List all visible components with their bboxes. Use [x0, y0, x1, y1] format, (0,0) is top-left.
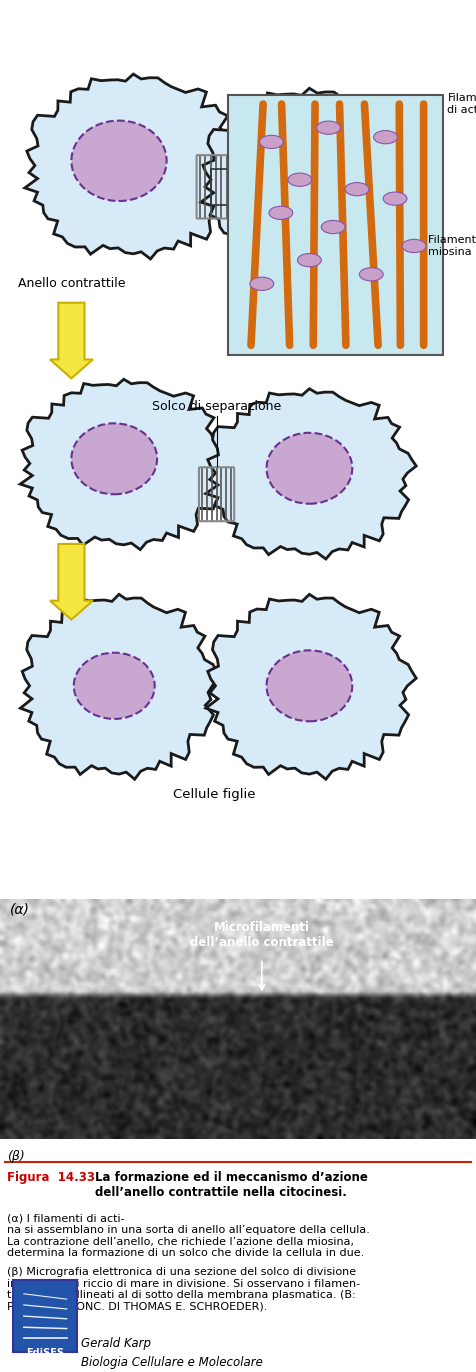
- Text: Anello contrattile: Anello contrattile: [18, 277, 125, 291]
- Ellipse shape: [374, 130, 397, 144]
- Text: (α): (α): [10, 903, 30, 916]
- Text: Filamento
di actina: Filamento di actina: [447, 93, 476, 115]
- Ellipse shape: [71, 424, 157, 494]
- Ellipse shape: [267, 432, 352, 504]
- Text: (α) I filamenti di acti-
na si assemblano in una sorta di anello all’equatore de: (α) I filamenti di acti- na si assemblan…: [7, 1213, 370, 1258]
- Ellipse shape: [359, 268, 383, 281]
- Ellipse shape: [259, 136, 283, 148]
- Ellipse shape: [262, 134, 357, 215]
- Text: Figura  14.33: Figura 14.33: [7, 1172, 103, 1184]
- Text: Cellule figlie: Cellule figlie: [173, 788, 256, 801]
- FancyBboxPatch shape: [228, 95, 443, 355]
- Text: EdiSES: EdiSES: [26, 1349, 64, 1358]
- Ellipse shape: [288, 173, 312, 187]
- Ellipse shape: [71, 121, 167, 202]
- Ellipse shape: [298, 254, 321, 266]
- Text: (β) Micrografia elettronica di una sezione del solco di divisione
in un uovo di : (β) Micrografia elettronica di una sezio…: [7, 1268, 360, 1312]
- PathPatch shape: [25, 74, 245, 259]
- FancyBboxPatch shape: [13, 1280, 77, 1351]
- Text: Biologia Cellulare e Molecolare: Biologia Cellulare e Molecolare: [81, 1356, 263, 1369]
- PathPatch shape: [206, 594, 416, 779]
- Ellipse shape: [383, 192, 407, 206]
- Ellipse shape: [317, 121, 340, 134]
- Text: Solco di separazione: Solco di separazione: [152, 401, 281, 413]
- FancyArrow shape: [50, 543, 93, 620]
- PathPatch shape: [206, 388, 416, 558]
- Text: (β): (β): [7, 1150, 25, 1163]
- Ellipse shape: [267, 650, 352, 722]
- FancyArrow shape: [50, 303, 93, 379]
- Text: La formazione ed il meccanismo d’azione
dell’anello contrattile nella citocinesi: La formazione ed il meccanismo d’azione …: [95, 1172, 368, 1199]
- Ellipse shape: [321, 221, 345, 233]
- Ellipse shape: [269, 206, 293, 220]
- Ellipse shape: [345, 182, 369, 196]
- PathPatch shape: [20, 594, 221, 779]
- Ellipse shape: [74, 653, 155, 719]
- PathPatch shape: [201, 88, 421, 273]
- Text: Filamento di
miosina: Filamento di miosina: [428, 235, 476, 257]
- Text: Microfilamenti
dell’anello contrattile: Microfilamenti dell’anello contrattile: [190, 921, 334, 948]
- PathPatch shape: [20, 379, 230, 550]
- Ellipse shape: [250, 277, 274, 291]
- Text: Gerald Karp: Gerald Karp: [81, 1336, 151, 1350]
- Ellipse shape: [402, 239, 426, 252]
